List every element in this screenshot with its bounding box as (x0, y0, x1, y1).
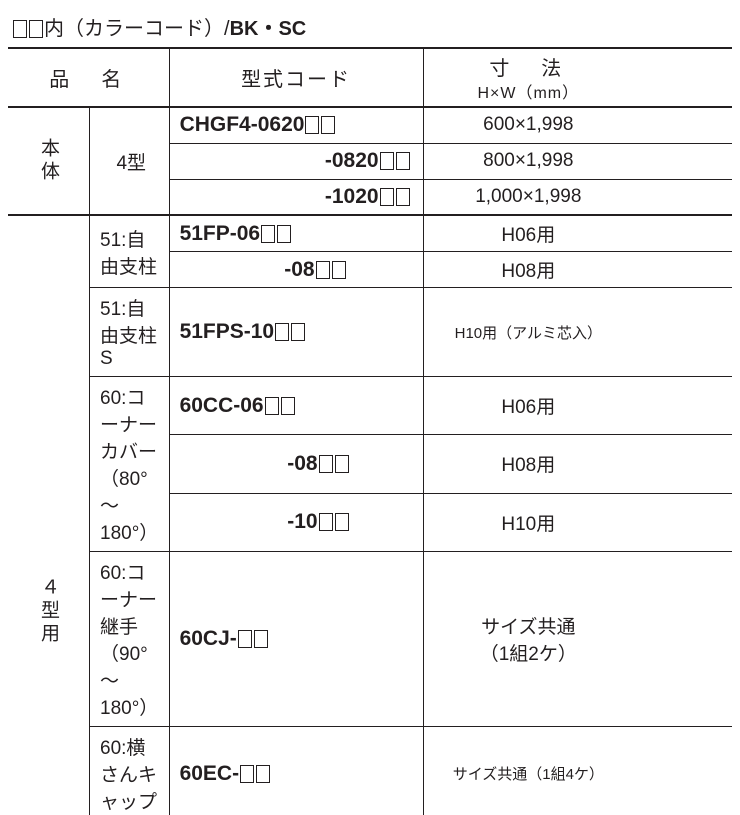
code-cell: -08 (169, 435, 423, 493)
placeholder-box-icon (319, 455, 333, 473)
group-4gatayo: ４型用 (8, 215, 90, 815)
name-60ec: 60:横さんキャップ (90, 727, 170, 815)
name-60cj-l1: 60:コーナー継手 (100, 563, 157, 638)
placeholder-box-icon (261, 225, 275, 243)
name-51fp: 51:自由支柱 (90, 215, 170, 288)
code-value: -0820 (325, 149, 379, 172)
header-row: 品 名 型式コード 寸 法 H×W（mm） (8, 49, 732, 107)
placeholder-box-icon (240, 765, 254, 783)
placeholder-box-icon (275, 323, 289, 341)
placeholder-box-icon (29, 20, 43, 38)
table-row: 60:コーナー継手 （90°～180°） 60CJ- サイズ共通 （1組2ケ） (8, 552, 732, 727)
dim-60cj-l1: サイズ共通 (481, 617, 575, 638)
table-row: 60:コーナーカバー （80°～180°） 60CC-06 H06用 (8, 377, 732, 435)
dim-cell: 600×1,998 (423, 107, 633, 143)
placeholder-box-icon (396, 188, 410, 206)
code-cell: -10 (169, 493, 423, 551)
dim-cell: サイズ共通（1組4ケ） (423, 727, 633, 815)
code-cell: -08 (169, 252, 423, 288)
header-dim-top: 寸 法 (489, 58, 567, 80)
placeholder-box-icon (335, 513, 349, 531)
dim-cell: H08用 (423, 435, 633, 493)
placeholder-box-icon (254, 630, 268, 648)
name-51fps: 51:自由支柱S (90, 288, 170, 377)
code-value: 60CC-06 (180, 394, 264, 417)
placeholder-box-icon (321, 116, 335, 134)
code-value: 51FPS-10 (180, 320, 275, 343)
name-60cj-l2: （90°～180°） (100, 644, 158, 719)
code-cell: 60CC-06 (169, 377, 423, 435)
title-code: BK・SC (230, 18, 307, 40)
table-row: 60:横さんキャップ 60EC- サイズ共通（1組4ケ） (8, 727, 732, 815)
placeholder-box-icon (265, 397, 279, 415)
placeholder-box-icon (380, 152, 394, 170)
code-cell: 60EC- (169, 727, 423, 815)
dim-60cj-l2: （1組2ケ） (480, 644, 577, 665)
placeholder-box-icon (291, 323, 305, 341)
code-value: 51FP-06 (180, 222, 261, 245)
dim-cell: H06用 (423, 215, 633, 252)
placeholder-box-icon (396, 152, 410, 170)
placeholder-box-icon (316, 261, 330, 279)
placeholder-box-icon (332, 261, 346, 279)
dim-cell: 800×1,998 (423, 143, 633, 179)
placeholder-box-icon (277, 225, 291, 243)
dim-cell: H06用 (423, 377, 633, 435)
name-60cc: 60:コーナーカバー （80°～180°） (90, 377, 170, 552)
code-cell: -1020 (169, 179, 423, 215)
placeholder-box-icon (305, 116, 319, 134)
code-cell: -0820 (169, 143, 423, 179)
code-cell: 60CJ- (169, 552, 423, 727)
title-prefix: 内（カラーコード）/ (44, 18, 230, 40)
group-hontai: 本体 (8, 107, 90, 215)
name-60cc-l1: 60:コーナーカバー (100, 388, 157, 463)
placeholder-box-icon (335, 455, 349, 473)
code-value: 60EC- (180, 762, 240, 785)
placeholder-box-icon (238, 630, 252, 648)
table-row: 51:自由支柱S 51FPS-10 H10用（アルミ芯入） (8, 288, 732, 377)
code-value: -08 (287, 452, 317, 475)
placeholder-box-icon (256, 765, 270, 783)
header-dim-sub: H×W（mm） (424, 79, 634, 103)
code-value: -08 (284, 258, 314, 281)
name-60cj: 60:コーナー継手 （90°～180°） (90, 552, 170, 727)
dim-cell: H08用 (423, 252, 633, 288)
dim-cell: 1,000×1,998 (423, 179, 633, 215)
name-4gata: 4型 (90, 107, 170, 215)
placeholder-box-icon (319, 513, 333, 531)
header-code: 型式コード (169, 49, 423, 107)
placeholder-box-icon (380, 188, 394, 206)
code-cell: 51FPS-10 (169, 288, 423, 377)
code-cell: 51FP-06 (169, 215, 423, 252)
table-row: ４型用 51:自由支柱 51FP-06 H06用 (8, 215, 732, 252)
dim-cell: H10用 (423, 493, 633, 551)
placeholder-box-icon (13, 20, 27, 38)
code-value: -10 (287, 510, 317, 533)
code-cell: CHGF4-0620 (169, 107, 423, 143)
table-title: 内（カラーコード）/BK・SC (8, 8, 732, 49)
name-60cc-l2: （80°～180°） (100, 469, 158, 544)
table-row: 本体 4型 CHGF4-0620 600×1,998 (8, 107, 732, 143)
header-name: 品 名 (8, 49, 169, 107)
header-dim: 寸 法 H×W（mm） (423, 49, 633, 107)
code-value: 60CJ- (180, 627, 237, 650)
spec-table-container: 内（カラーコード）/BK・SC 品 名 型式コード 寸 法 H×W（mm） 本体… (8, 8, 732, 815)
placeholder-box-icon (281, 397, 295, 415)
spec-table: 品 名 型式コード 寸 法 H×W（mm） 本体 4型 CHGF4-0620 6… (8, 49, 732, 815)
dim-cell: H10用（アルミ芯入） (423, 288, 633, 377)
code-value: CHGF4-0620 (180, 113, 305, 136)
dim-cell: サイズ共通 （1組2ケ） (423, 552, 633, 727)
code-value: -1020 (325, 185, 379, 208)
